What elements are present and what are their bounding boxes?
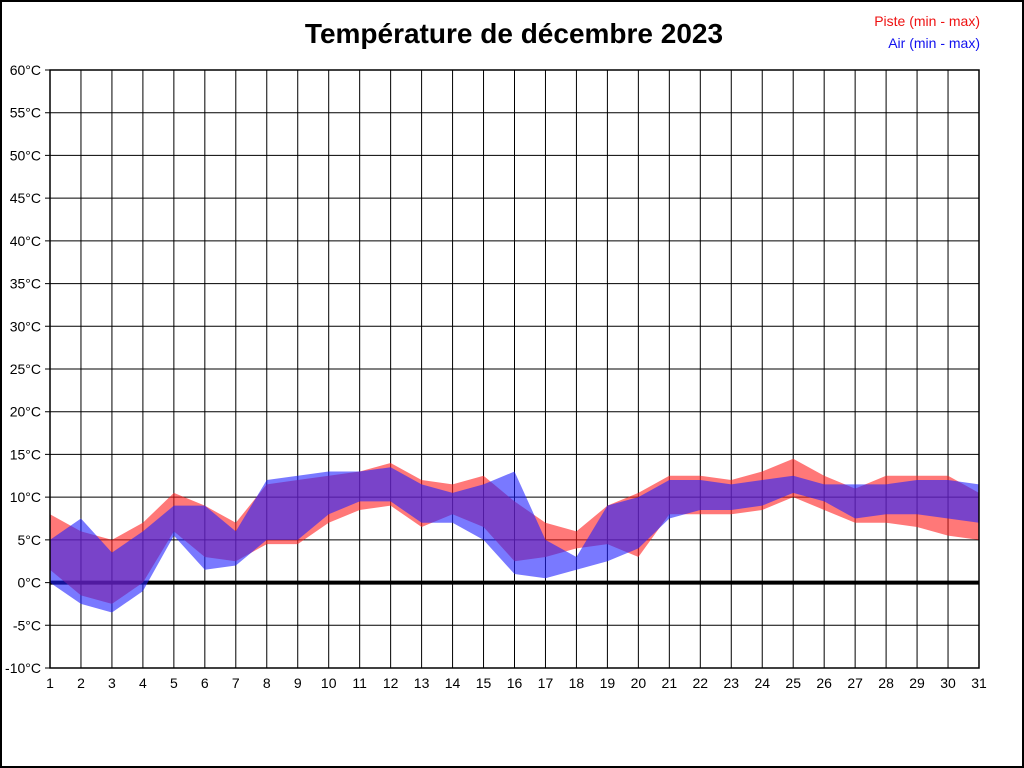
x-tick-label: 25	[785, 675, 801, 691]
x-tick-label: 29	[909, 675, 925, 691]
y-tick-label: -5°C	[13, 617, 41, 633]
y-tick-label: 10°C	[10, 489, 41, 505]
x-tick-label: 14	[445, 675, 461, 691]
x-tick-label: 13	[414, 675, 430, 691]
x-tick-label: 6	[201, 675, 209, 691]
grid-lines	[45, 69, 980, 669]
y-tick-label: 40°C	[10, 233, 41, 249]
x-tick-label: 16	[507, 675, 523, 691]
y-tick-label: 45°C	[10, 190, 41, 206]
y-axis-labels: 60°C 55°C 50°C 45°C 40°C 35°C 30°C 25°C 20°C 15°C…	[5, 62, 41, 676]
x-tick-label: 11	[352, 675, 367, 691]
legend-air-label: Air (min - max)	[888, 35, 980, 51]
x-tick-label: 10	[321, 675, 337, 691]
y-tick-label: 5°C	[18, 532, 42, 548]
x-tick-label: 21	[662, 675, 678, 691]
y-tick-label: 25°C	[10, 361, 41, 377]
x-tick-label: 31	[971, 675, 987, 691]
x-tick-label: 17	[538, 675, 554, 691]
legend: Piste (min - max) Air (min - max)	[874, 10, 980, 54]
y-tick-label: 50°C	[10, 147, 41, 163]
x-tick-label: 18	[569, 675, 585, 691]
y-tick-label: 60°C	[10, 62, 41, 78]
x-tick-label: 2	[77, 675, 85, 691]
x-tick-label: 4	[139, 675, 147, 691]
y-tick-label: 20°C	[10, 404, 41, 420]
x-tick-label: 28	[878, 675, 894, 691]
x-axis-labels: 1 2 3 4 5 6 7 8 9 10 11 12 13 14 15 16 17 18 19 20 21 22 23 24 2…	[46, 675, 987, 691]
x-tick-label: 12	[383, 675, 399, 691]
x-tick-label: 30	[940, 675, 956, 691]
x-tick-label: 23	[723, 675, 739, 691]
x-tick-label: 9	[294, 675, 302, 691]
y-tick-label: 35°C	[10, 276, 41, 292]
chart-title: Température de décembre 2023	[304, 18, 724, 49]
air-band	[50, 467, 979, 613]
y-tick-label: 30°C	[10, 318, 41, 334]
x-tick-label: 26	[816, 675, 832, 691]
x-tick-label: 1	[46, 675, 54, 691]
x-tick-label: 22	[693, 675, 709, 691]
legend-piste-label: Piste (min - max)	[874, 13, 980, 29]
y-tick-label: 55°C	[10, 105, 41, 121]
x-tick-label: 7	[232, 675, 240, 691]
y-tick-label: 0°C	[18, 575, 42, 591]
x-tick-label: 3	[108, 675, 116, 691]
x-tick-label: 5	[170, 675, 178, 691]
y-tick-label: 15°C	[10, 446, 41, 462]
x-tick-label: 19	[600, 675, 616, 691]
y-tick-label: -10°C	[5, 660, 41, 676]
plot-frame	[49, 69, 980, 669]
x-tick-label: 27	[847, 675, 863, 691]
x-tick-label: 8	[263, 675, 271, 691]
x-tick-label: 15	[476, 675, 492, 691]
x-tick-label: 20	[631, 675, 647, 691]
x-tick-label: 24	[754, 675, 770, 691]
